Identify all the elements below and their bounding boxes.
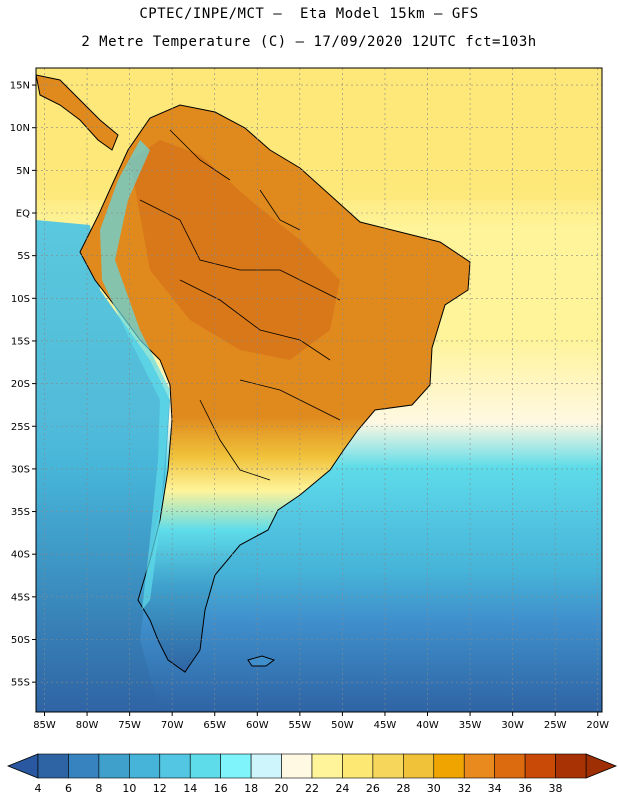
colorbar-bin <box>250 753 282 779</box>
map-field <box>36 68 602 712</box>
colorbar-label: 34 <box>488 782 502 795</box>
lon-label: 40W <box>416 720 439 731</box>
colorbar-bin <box>37 753 69 779</box>
lon-label: 30W <box>501 720 524 731</box>
lon-label: 50W <box>331 720 354 731</box>
colorbar-bin <box>494 753 526 779</box>
colorbar-bin <box>189 753 221 779</box>
lat-label: EQ <box>16 209 30 220</box>
colorbar-bin <box>311 753 343 779</box>
map-title: CPTEC/INPE/MCT – Eta Model 15km – GFS <box>139 6 479 22</box>
colorbar-bin <box>372 753 404 779</box>
lat-label: 15N <box>10 81 30 92</box>
lat-label: 50S <box>11 635 30 646</box>
andes-cold-band <box>100 140 170 610</box>
lat-label: 5N <box>16 166 30 177</box>
colorbar-label: 24 <box>335 782 349 795</box>
colorbar-label: 16 <box>214 782 228 795</box>
lat-label: 55S <box>11 678 30 689</box>
longitude-axis: 85W 80W 75W 70W 65W 60W 55W 50W 45W 40W 35W 30W 25W 2… <box>33 712 609 731</box>
colorbar-bin <box>555 753 587 779</box>
hot-core-region <box>130 140 340 360</box>
lon-label: 65W <box>203 720 226 731</box>
lat-label: 40S <box>11 550 30 561</box>
colorbar-label: 32 <box>457 782 471 795</box>
colorbar-label: 26 <box>366 782 380 795</box>
colorbar-bin <box>463 753 495 779</box>
colorbar-label: 6 <box>65 782 72 795</box>
colorbar-bin <box>68 753 100 779</box>
lat-label: 20S <box>11 379 30 390</box>
latitude-axis: 15N 10N 5N EQ 5S 10S 15S 20S 25S 30S 35S 40S 45S 50S 5… <box>10 81 36 689</box>
colorbar-label: 20 <box>275 782 289 795</box>
lon-label: 35W <box>459 720 482 731</box>
colorbar-label: 18 <box>244 782 258 795</box>
colorbar-label: 38 <box>549 782 563 795</box>
colorbar-label: 8 <box>95 782 102 795</box>
lat-label: 25S <box>11 422 30 433</box>
lat-label: 30S <box>11 464 30 475</box>
lon-label: 70W <box>161 720 184 731</box>
lon-label: 80W <box>76 720 99 731</box>
falkland-islands <box>247 655 276 667</box>
graticule <box>36 68 602 712</box>
lat-label: 10N <box>10 123 30 134</box>
colorbar-label: 30 <box>427 782 441 795</box>
lat-label: 10S <box>11 294 30 305</box>
colorbar-label: 28 <box>396 782 410 795</box>
colorbar-bin <box>281 753 313 779</box>
central-america-land <box>36 74 119 151</box>
lat-label: 15S <box>11 336 30 347</box>
colorbar-bin <box>220 753 252 779</box>
colorbar-bin <box>159 753 191 779</box>
colorbar-bin <box>403 753 435 779</box>
colorbar-label: 22 <box>305 782 319 795</box>
colorbar-bin <box>524 753 556 779</box>
lat-label: 35S <box>11 507 30 518</box>
colorbar-arrow-low <box>6 753 39 779</box>
lon-label: 55W <box>289 720 312 731</box>
colorbar-label: 36 <box>518 782 532 795</box>
map-frame <box>35 67 603 713</box>
lon-label: 25W <box>544 720 567 731</box>
colorbar-label: 14 <box>183 782 197 795</box>
lat-label: 45S <box>11 592 30 603</box>
lon-label: 20W <box>586 720 609 731</box>
colorbar-bin <box>342 753 374 779</box>
colorbar-bin <box>129 753 161 779</box>
colorbar-bin <box>433 753 465 779</box>
lon-label: 45W <box>374 720 397 731</box>
map-subtitle: 2 Metre Temperature (C) – 17/09/2020 12U… <box>81 34 537 50</box>
lon-label: 60W <box>246 720 269 731</box>
lat-label: 5S <box>17 251 30 262</box>
colorbar-arrow-high <box>585 753 618 779</box>
colorbar-bin <box>98 753 130 779</box>
colorbar: 4 6 8 10 12 14 16 18 20 22 24 26 28 30 32 34 36 38 <box>6 753 618 795</box>
lon-label: 85W <box>33 720 56 731</box>
colorbar-label: 4 <box>35 782 42 795</box>
colorbar-label: 10 <box>122 782 136 795</box>
lon-label: 75W <box>118 720 141 731</box>
colorbar-label: 12 <box>153 782 167 795</box>
